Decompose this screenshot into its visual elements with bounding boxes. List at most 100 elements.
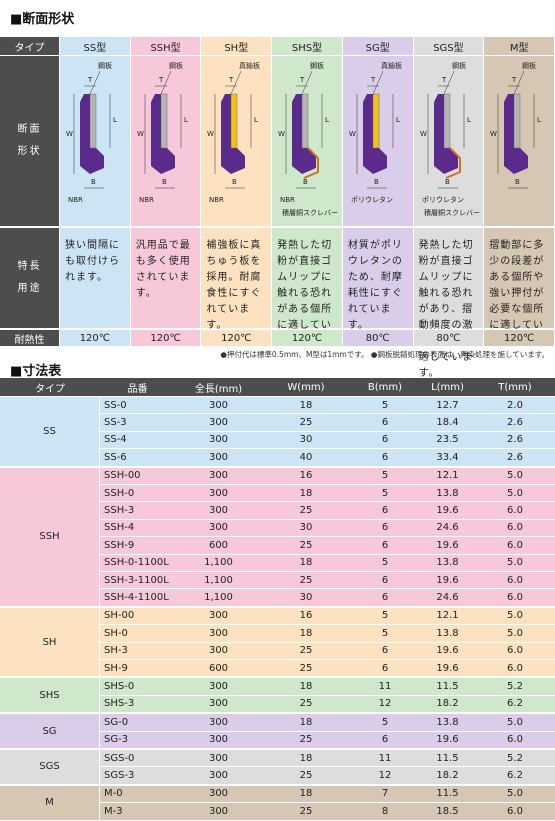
heat: 80℃ [413,330,484,346]
dim-label: W [66,130,73,138]
plate-label: 鋼板 [310,61,324,70]
material-label: 積層銅スクレバー [282,208,338,217]
dim-label: L [113,116,117,124]
scraper [303,147,320,179]
table-cell: SS-3 [104,417,127,429]
type-header: M型 [484,37,554,55]
scraper [445,147,461,179]
table-cell: 5 [381,627,389,639]
table-cell: 19.6 [436,645,459,657]
table-cell: 6.0 [507,592,523,604]
table-cell: 2.0 [507,399,523,411]
table-cell: M-3 [104,805,123,817]
table-cell: SS-0 [104,399,127,411]
table-cell: 1,100 [204,592,233,604]
row-bg [100,750,555,767]
dim-label: W [207,130,214,138]
table-cell: SG-0 [104,716,129,728]
table-cell: 7 [381,788,389,800]
type-cell: SHS [0,678,99,713]
table-cell: 18 [299,399,313,411]
table-cell: 300 [208,716,229,728]
table-cell: 5 [381,487,389,499]
diagram-cell: 真鍮板 T L W B NBR [201,56,272,226]
heat: 120℃ [201,330,272,346]
table-cell: SSH-0 [104,487,135,499]
table-cell: 2.6 [507,451,523,463]
row-label-cell: 断面形状 [0,56,59,226]
type-cell: SS [0,397,99,466]
leader [372,70,384,95]
table-cell: 12 [378,698,392,710]
table-cell: 19.6 [436,662,459,674]
table-cell: SH-9 [104,662,128,674]
table-cell: SSH-00 [104,470,141,482]
material-label: NBR [139,196,154,204]
table-cell: 6.0 [507,522,523,534]
table-cell: 25 [299,734,313,746]
dim-label: L [396,116,400,124]
plate [514,93,521,149]
table-cell: 6 [381,734,389,746]
table-cell: 23.5 [436,434,459,446]
table-cell: 5 [381,557,389,569]
row-label: 耐熱性 [14,334,45,346]
table-cell: SHS-3 [104,698,135,710]
material-label: NBR [209,196,224,204]
table-cell: M-0 [104,788,123,800]
table-cell: 6.0 [507,645,523,657]
table-cell: 1,100 [204,557,233,569]
table-header: 品番 [100,378,175,396]
dim-label: T [87,76,93,84]
feature-text: 発熱した切粉が直接ゴムリップに触れる恐れがあり、摺動頻度の激しい個所に適していま… [413,228,484,379]
table-cell: SGS-3 [104,770,135,782]
table-cell: 18 [299,681,313,693]
plate [443,93,450,149]
table-cell: 6.0 [507,539,523,551]
row-label-cell: 特長用途 [0,228,59,328]
table-cell: 25 [299,645,313,657]
dim-label: B [374,178,379,186]
heat: 80℃ [342,330,413,346]
diagram-cell: 鋼板 T L W B NBR [60,56,130,226]
table-cell: 300 [208,734,229,746]
table-cell: SSH-3 [104,505,135,517]
table-cell: 6.2 [507,770,523,782]
row-bg [100,414,555,431]
table-cell: 18.4 [436,417,459,429]
table-cell: 5 [381,610,389,622]
table-cell: SS-6 [104,451,127,463]
table-cell: 6.0 [507,662,523,674]
table-cell: SSH-3-1100L [104,574,169,586]
dim-label: B [91,178,96,186]
table-cell: 600 [208,539,229,551]
leader [89,70,101,95]
table-cell: 6.2 [507,698,523,710]
table-cell: 2.6 [507,434,523,446]
section-diagram: 鋼板 T L W B NBR [66,61,117,204]
leader [231,70,242,95]
dim-label: T [299,76,305,84]
row-bg [100,803,555,820]
table-cell: 5.0 [507,487,523,499]
material-label: ポリウレタン [422,195,464,204]
table-cell: 24.6 [436,522,459,534]
leader [514,70,525,95]
plate-label: 鋼板 [452,61,466,70]
table-cell: SH-00 [104,610,135,622]
plate-label: 鋼板 [98,61,112,70]
table-cell: SHS-0 [104,681,135,693]
table-cell: 2.6 [507,417,523,429]
heat: 120℃ [484,330,554,346]
table-cell: 300 [208,788,229,800]
feature-text: 材質がポリウレタンのため、耐摩耗性にすぐれています。 [342,228,413,331]
row-bg [100,554,555,571]
table-cell: 19.6 [436,574,459,586]
table-cell: 12 [378,770,392,782]
table-cell: 12.1 [436,610,459,622]
table-cell: 11.5 [436,752,459,764]
type-header: SS型 [60,37,130,55]
section-diagram: 鋼板 T L W B NBR [137,61,188,204]
